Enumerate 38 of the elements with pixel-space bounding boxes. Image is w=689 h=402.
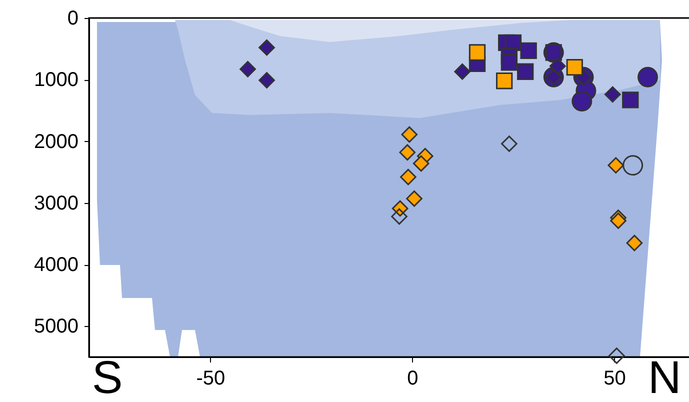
point	[406, 190, 422, 207]
point	[608, 348, 625, 364]
point	[399, 144, 416, 161]
point	[500, 54, 518, 71]
point	[391, 208, 408, 225]
y-tick-label: 0	[67, 8, 78, 30]
x-tick-label: 0	[407, 368, 418, 390]
point	[520, 42, 537, 59]
point	[454, 63, 470, 80]
point	[496, 72, 513, 90]
point	[517, 63, 534, 80]
point	[566, 58, 583, 76]
annotation: N	[648, 351, 682, 402]
point	[550, 58, 566, 74]
y-tick-label: 5000	[34, 316, 78, 338]
point	[622, 92, 639, 108]
x-tick-label: 50	[604, 368, 626, 390]
y-tick-label: 2000	[34, 130, 78, 153]
y-tick-label: 1000	[34, 69, 78, 92]
point	[401, 126, 418, 143]
point	[240, 60, 256, 78]
point	[604, 86, 621, 103]
point	[468, 44, 486, 61]
point	[258, 39, 275, 56]
point	[608, 157, 624, 174]
point	[400, 168, 416, 186]
point	[572, 90, 592, 112]
annotation: S	[92, 351, 123, 402]
y-tick-label: 3000	[34, 192, 78, 214]
point	[610, 212, 626, 229]
point	[638, 66, 658, 88]
point	[258, 72, 275, 88]
point	[626, 234, 643, 252]
point	[622, 155, 644, 176]
point	[412, 155, 430, 172]
point	[501, 136, 518, 152]
y-tick-label: 4000	[34, 254, 78, 276]
x-tick-label: -50	[196, 368, 226, 390]
